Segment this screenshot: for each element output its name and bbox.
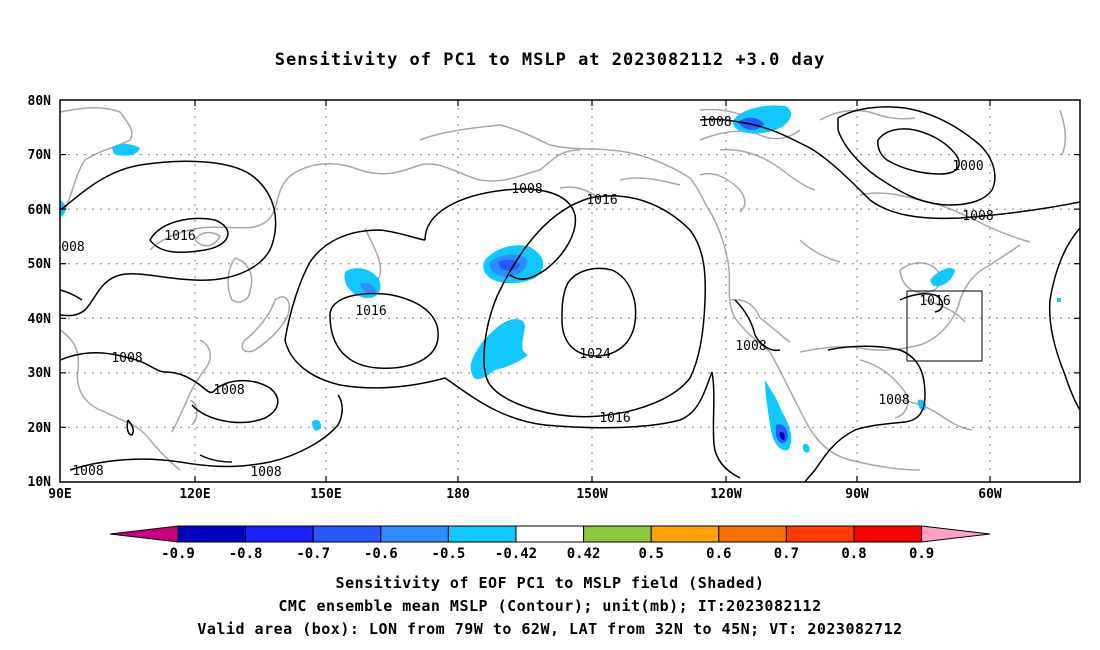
colorbar-segment xyxy=(312,525,382,543)
contour-label: 1024 xyxy=(579,347,610,362)
colorbar-label: -0.5 xyxy=(432,546,466,562)
contour-labels: 1008 1000 1008 1008 1016 1016 008 1016 1… xyxy=(61,115,993,480)
lat-label: 10N xyxy=(28,475,52,490)
contour-label: 1008 xyxy=(700,115,731,130)
sensitivity-shading xyxy=(60,105,1061,453)
colorbar-segment xyxy=(447,525,517,543)
colorbar-segment xyxy=(853,525,923,543)
contour-label: 1016 xyxy=(599,411,630,426)
colorbar-segment xyxy=(583,525,652,543)
tick-marks xyxy=(60,100,1080,482)
valid-area-box xyxy=(906,290,983,362)
contour-label: 1008 xyxy=(213,383,244,398)
lat-label: 50N xyxy=(28,257,52,272)
shade-region xyxy=(779,431,785,440)
colorbar-min-triangle xyxy=(109,525,179,543)
contour-label: 1016 xyxy=(919,294,950,309)
shade-region xyxy=(733,105,792,134)
colorbar-segment xyxy=(245,525,314,543)
lon-label: 150W xyxy=(576,487,607,502)
contour-label: 1016 xyxy=(355,304,386,319)
shade-region xyxy=(802,443,810,453)
lat-label: 40N xyxy=(28,312,52,327)
lon-label: 90W xyxy=(845,487,869,502)
colorbar-segment xyxy=(380,525,449,543)
contour-label: 1008 xyxy=(735,339,766,354)
shade-region xyxy=(930,268,955,287)
colorbar-label: -0.9 xyxy=(161,546,195,562)
shade-region xyxy=(312,420,322,431)
footer-line-3: Valid area (box): LON from 79W to 62W, L… xyxy=(197,620,903,638)
contour-label: 1000 xyxy=(952,159,983,174)
colorbar-label: 0.6 xyxy=(706,546,731,562)
lat-label: 80N xyxy=(28,94,52,109)
lon-label: 150E xyxy=(310,487,341,502)
coastlines xyxy=(60,107,1067,471)
colorbar-label: 0.8 xyxy=(841,546,866,562)
gridlines xyxy=(60,100,1080,482)
colorbar-segment xyxy=(785,525,855,543)
colorbar-segment xyxy=(650,525,720,543)
colorbar-label: 0.5 xyxy=(639,546,664,562)
shade-region xyxy=(470,318,528,380)
contour-label: 1016 xyxy=(164,229,195,244)
contour-label: 1008 xyxy=(250,465,281,480)
colorbar-segment xyxy=(718,525,787,543)
contour-label: 1008 xyxy=(511,182,542,197)
shade-region xyxy=(498,259,520,271)
lat-label: 30N xyxy=(28,366,52,381)
lon-label: 120W xyxy=(710,487,741,502)
contour-label: 1008 xyxy=(878,393,909,408)
contour-label: 1008 xyxy=(962,209,993,224)
lon-label: 90E xyxy=(48,487,71,502)
shade-region xyxy=(112,143,140,156)
contour-label: 1008 xyxy=(111,351,142,366)
shade-region xyxy=(360,282,376,294)
lon-label: 120E xyxy=(179,487,210,502)
colorbar-label: -0.7 xyxy=(296,546,330,562)
latitude-labels: 80N 70N 60N 50N 40N 30N 20N 10N xyxy=(28,94,52,490)
colorbar-label: -0.42 xyxy=(495,546,537,562)
map-title: Sensitivity of PC1 to MSLP at 2023082112… xyxy=(274,50,826,70)
longitude-labels: 90E 120E 150E 180 150W 120W 90W 60W xyxy=(48,487,1002,502)
colorbar-segment xyxy=(515,525,585,543)
footer-line-2: CMC ensemble mean MSLP (Contour); unit(m… xyxy=(278,597,822,615)
footer-line-1: Sensitivity of EOF PC1 to MSLP field (Sh… xyxy=(335,574,765,592)
contour-label: 1016 xyxy=(586,193,617,208)
contour-label: 008 xyxy=(61,240,84,255)
lon-label: 180 xyxy=(446,487,470,502)
shade-region xyxy=(1057,298,1061,302)
mslp-contours xyxy=(60,106,1080,482)
colorbar xyxy=(109,525,991,543)
lat-label: 20N xyxy=(28,421,52,436)
colorbar-max-triangle xyxy=(921,525,991,543)
contour-label: 1008 xyxy=(72,464,103,479)
colorbar-label: -0.8 xyxy=(229,546,263,562)
lat-label: 60N xyxy=(28,203,52,218)
colorbar-label: 0.9 xyxy=(909,546,934,562)
colorbar-label: 0.7 xyxy=(774,546,799,562)
colorbar-labels: -0.9 -0.8 -0.7 -0.6 -0.5 -0.42 0.42 0.5 … xyxy=(161,546,934,562)
plot-frame xyxy=(59,99,1081,483)
lat-label: 70N xyxy=(28,148,52,163)
lon-label: 60W xyxy=(978,487,1002,502)
colorbar-label: 0.42 xyxy=(567,546,601,562)
colorbar-label: -0.6 xyxy=(364,546,398,562)
colorbar-segment xyxy=(177,525,247,543)
